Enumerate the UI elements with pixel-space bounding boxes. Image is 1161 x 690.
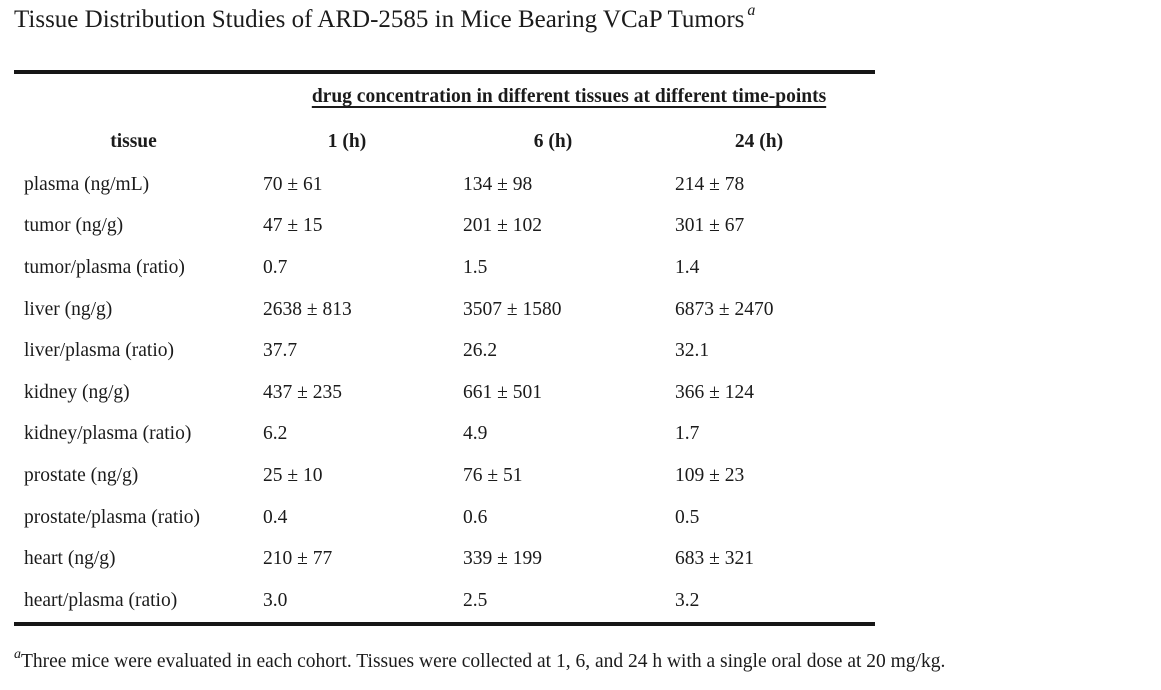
footnote-marker: a (14, 647, 21, 662)
value-24h: 32.1 (675, 340, 710, 362)
value-1h: 0.4 (263, 506, 288, 528)
value-1h: 437 ± 235 (263, 381, 342, 403)
table-row: liver/plasma (ratio) 37.7 26.2 32.1 (14, 330, 875, 372)
value-1h: 70 ± 61 (263, 173, 323, 195)
table-row: liver (ng/g) 2638 ± 813 3507 ± 1580 6873… (14, 289, 875, 331)
value-24h: 1.4 (675, 256, 700, 278)
value-6h: 1.5 (463, 256, 488, 278)
tissue-distribution-table: drug concentration in different tissues … (14, 70, 875, 626)
column-header-6h: 6 (h) (533, 131, 573, 152)
value-6h: 339 ± 199 (463, 548, 542, 570)
column-group-header: drug concentration in different tissues … (311, 86, 827, 107)
table-header-row: tissue 1 (h) 6 (h) 24 (h) (14, 120, 875, 164)
table-title: Tissue Distribution Studies of ARD-2585 … (14, 2, 755, 34)
tissue-label: heart (ng/g) (24, 548, 116, 570)
value-24h: 366 ± 124 (675, 381, 754, 403)
value-24h: 109 ± 23 (675, 464, 745, 486)
value-24h: 0.5 (675, 506, 700, 528)
table-title-text: Tissue Distribution Studies of ARD-2585 … (14, 6, 745, 33)
column-header-24h: 24 (h) (734, 131, 784, 152)
tissue-label: kidney (ng/g) (24, 381, 130, 403)
table-row: tumor/plasma (ratio) 0.7 1.5 1.4 (14, 247, 875, 289)
value-24h: 3.2 (675, 589, 700, 611)
tissue-label: kidney/plasma (ratio) (24, 423, 192, 445)
value-6h: 26.2 (463, 340, 498, 362)
value-1h: 6.2 (263, 423, 288, 445)
tissue-label: liver (ng/g) (24, 298, 113, 320)
value-1h: 25 ± 10 (263, 464, 323, 486)
column-group-row: drug concentration in different tissues … (14, 74, 875, 120)
column-header-1h: 1 (h) (327, 131, 367, 152)
value-24h: 214 ± 78 (675, 173, 745, 195)
value-24h: 301 ± 67 (675, 215, 745, 237)
table-row: prostate (ng/g) 25 ± 10 76 ± 51 109 ± 23 (14, 455, 875, 497)
value-24h: 683 ± 321 (675, 548, 754, 570)
column-header-tissue: tissue (110, 131, 157, 152)
table-row: kidney (ng/g) 437 ± 235 661 ± 501 366 ± … (14, 372, 875, 414)
table-row: plasma (ng/mL) 70 ± 61 134 ± 98 214 ± 78 (14, 164, 875, 206)
tissue-label: tumor (ng/g) (24, 215, 124, 237)
value-6h: 76 ± 51 (463, 464, 523, 486)
table-row: heart/plasma (ratio) 3.0 2.5 3.2 (14, 580, 875, 622)
value-6h: 2.5 (463, 589, 488, 611)
title-footnote-marker: a (747, 2, 756, 19)
value-1h: 3.0 (263, 589, 288, 611)
tissue-label: plasma (ng/mL) (24, 173, 150, 195)
footnote-text: Three mice were evaluated in each cohort… (21, 651, 946, 672)
tissue-label: liver/plasma (ratio) (24, 340, 174, 362)
table-row: heart (ng/g) 210 ± 77 339 ± 199 683 ± 32… (14, 538, 875, 580)
table-row: tumor (ng/g) 47 ± 15 201 ± 102 301 ± 67 (14, 206, 875, 248)
table-footnote: aThree mice were evaluated in each cohor… (14, 647, 946, 673)
tissue-label: tumor/plasma (ratio) (24, 256, 185, 278)
value-6h: 3507 ± 1580 (463, 298, 562, 320)
value-1h: 2638 ± 813 (263, 298, 352, 320)
value-24h: 1.7 (675, 423, 700, 445)
table-row: prostate/plasma (ratio) 0.4 0.6 0.5 (14, 497, 875, 539)
value-1h: 0.7 (263, 256, 288, 278)
tissue-label: heart/plasma (ratio) (24, 589, 178, 611)
table-row: kidney/plasma (ratio) 6.2 4.9 1.7 (14, 414, 875, 456)
value-1h: 47 ± 15 (263, 215, 323, 237)
value-6h: 0.6 (463, 506, 488, 528)
value-6h: 661 ± 501 (463, 381, 542, 403)
value-1h: 37.7 (263, 340, 298, 362)
value-6h: 4.9 (463, 423, 488, 445)
value-24h: 6873 ± 2470 (675, 298, 774, 320)
value-6h: 134 ± 98 (463, 173, 533, 195)
tissue-label: prostate (ng/g) (24, 464, 139, 486)
tissue-label: prostate/plasma (ratio) (24, 506, 200, 528)
value-6h: 201 ± 102 (463, 215, 542, 237)
value-1h: 210 ± 77 (263, 548, 333, 570)
